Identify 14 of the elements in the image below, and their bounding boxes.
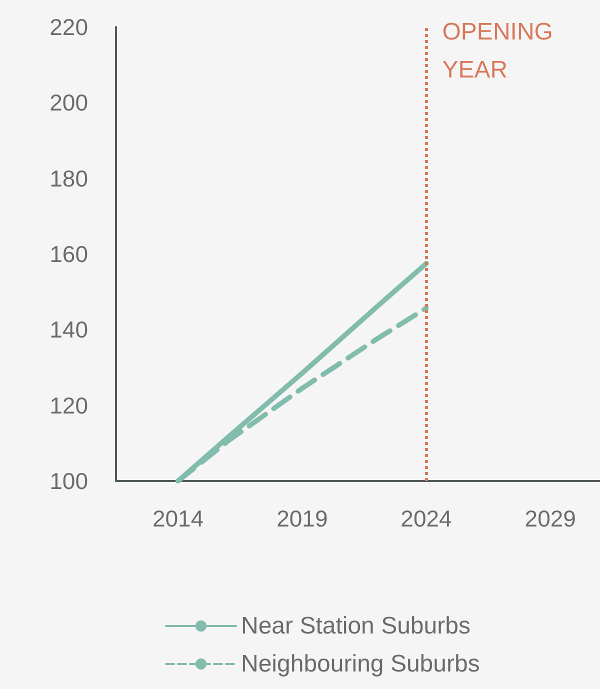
ref-line-label: OPENING YEAR bbox=[442, 18, 560, 84]
x-tick-label: 2019 bbox=[276, 506, 328, 532]
y-tick-label: 140 bbox=[50, 316, 88, 343]
legend-label: Near Station Suburbs bbox=[241, 612, 470, 640]
y-tick-label: 160 bbox=[50, 241, 88, 267]
x-tick-label: 2024 bbox=[400, 506, 452, 532]
x-tick-label: 2029 bbox=[524, 506, 576, 532]
x-tick-label: 2014 bbox=[152, 506, 204, 532]
legend-label: Neighbouring Suburbs bbox=[241, 650, 480, 678]
y-tick-label: 200 bbox=[50, 90, 88, 116]
y-tick-label: 180 bbox=[50, 165, 88, 192]
y-tick-label: 120 bbox=[50, 392, 88, 418]
y-tick-label: 100 bbox=[50, 468, 88, 494]
y-tick-label: 220 bbox=[50, 14, 88, 40]
